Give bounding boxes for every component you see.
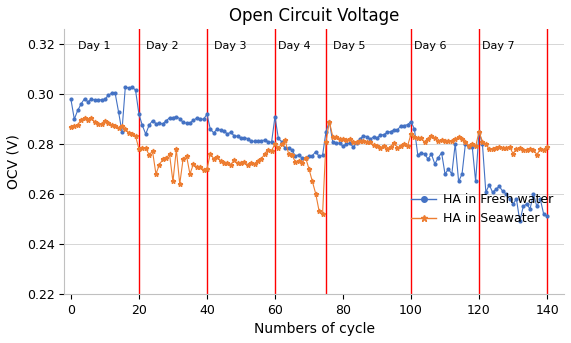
HA in Seawater [479, 140, 486, 144]
Line: HA in Fresh water: HA in Fresh water [70, 86, 548, 223]
Text: Day 5: Day 5 [333, 40, 365, 50]
HA in Seawater [67, 125, 74, 129]
HA in Fresh water [544, 214, 550, 218]
HA in Seawater [319, 212, 326, 216]
HA in Fresh water [71, 117, 78, 121]
Line: HA in Seawater: HA in Seawater [69, 115, 549, 216]
Legend: HA in Fresh water, HA in Seawater: HA in Fresh water, HA in Seawater [407, 188, 558, 230]
Title: Open Circuit Voltage: Open Circuit Voltage [229, 7, 399, 25]
HA in Seawater [227, 163, 234, 167]
HA in Fresh water [476, 130, 482, 134]
X-axis label: Numbers of cycle: Numbers of cycle [254, 322, 375, 336]
Text: Day 6: Day 6 [415, 40, 447, 50]
HA in Seawater [71, 124, 78, 128]
HA in Seawater [98, 122, 105, 126]
Text: Day 2: Day 2 [146, 40, 178, 50]
Text: Day 7: Day 7 [482, 40, 515, 50]
HA in Seawater [526, 147, 533, 151]
Text: Day 3: Day 3 [214, 40, 246, 50]
HA in Fresh water [486, 183, 493, 187]
Y-axis label: OCV (V): OCV (V) [7, 134, 21, 189]
HA in Fresh water [516, 220, 523, 224]
Text: Day 4: Day 4 [279, 40, 311, 50]
HA in Fresh water [526, 207, 533, 211]
HA in Fresh water [122, 85, 128, 89]
Text: Day 1: Day 1 [78, 40, 110, 50]
HA in Seawater [81, 116, 88, 120]
HA in Seawater [489, 147, 496, 151]
HA in Fresh water [67, 97, 74, 101]
HA in Fresh water [227, 130, 234, 134]
HA in Fresh water [95, 98, 102, 103]
HA in Seawater [544, 145, 550, 149]
